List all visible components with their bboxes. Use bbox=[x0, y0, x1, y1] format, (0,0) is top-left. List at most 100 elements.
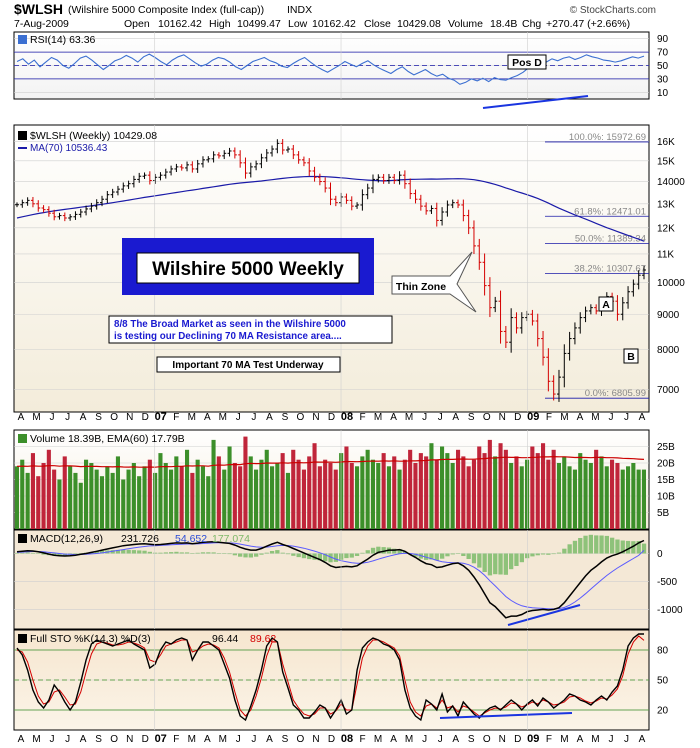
time-axis-label: A bbox=[577, 412, 584, 423]
time-axis-label: A bbox=[390, 734, 397, 745]
volume-bar bbox=[169, 469, 174, 529]
time-axis-label: S bbox=[468, 734, 475, 745]
time-axis-label: M bbox=[32, 734, 40, 745]
macd-histogram-bar bbox=[184, 552, 190, 554]
volume-bar bbox=[99, 476, 104, 529]
volume-bar bbox=[254, 469, 259, 529]
time-axis-label: M bbox=[405, 734, 413, 745]
price-bar bbox=[190, 161, 195, 173]
macd-legend: MACD(12,26,9) 231.726 54.652 177.074 bbox=[18, 533, 250, 545]
macd-layer: -1000 -500 0 bbox=[14, 534, 683, 626]
volume-bar bbox=[200, 466, 205, 529]
price-ytick-9000: 9000 bbox=[657, 310, 680, 321]
price-bar bbox=[365, 183, 370, 200]
price-bar bbox=[328, 182, 333, 206]
time-axis-label: J bbox=[438, 412, 443, 423]
volume-bar bbox=[562, 456, 567, 529]
volume-bar bbox=[376, 463, 381, 529]
time-axis-label: M bbox=[560, 734, 568, 745]
price-ytick-14000: 14000 bbox=[657, 177, 685, 188]
time-axis-label: M bbox=[219, 734, 227, 745]
price-bar bbox=[169, 165, 174, 176]
volume-bar bbox=[301, 469, 306, 529]
price-bar bbox=[578, 312, 583, 334]
macd-histogram-bar bbox=[307, 553, 312, 560]
volume-bar bbox=[503, 449, 508, 529]
macd-histogram-bar bbox=[206, 552, 211, 554]
volume-bar bbox=[556, 463, 561, 529]
volume-legend-swatch bbox=[18, 434, 27, 443]
macd-ytick-0: 0 bbox=[657, 549, 663, 560]
time-axis-label: O bbox=[110, 412, 118, 423]
chg-label: Chg bbox=[522, 18, 541, 30]
volume-bar bbox=[498, 443, 503, 529]
time-axis-label: M bbox=[591, 734, 599, 745]
price-bar bbox=[211, 151, 216, 163]
time-axis-label: D bbox=[142, 734, 149, 745]
time-axis-layer: A M J J A S O N D 07 F M A M J J A S O N D 08 F M A M J J A S O N D 09 F M A… bbox=[18, 32, 646, 745]
watermark: © StockCharts.com bbox=[570, 5, 656, 16]
time-axis-label: N bbox=[499, 412, 506, 423]
macd-signal-value: 54.652 bbox=[175, 533, 207, 545]
volume-bar bbox=[232, 463, 237, 529]
time-axis-label: J bbox=[65, 734, 70, 745]
macd-histogram-bar bbox=[434, 553, 439, 561]
fib-label-4: 0.0%: 6805.99 bbox=[585, 388, 646, 399]
open-label: Open bbox=[124, 18, 150, 30]
label-b-box bbox=[623, 348, 639, 364]
price-bar bbox=[142, 172, 147, 179]
macd-histogram-bar bbox=[227, 553, 232, 555]
macd-histogram-bar bbox=[360, 552, 365, 554]
volume-bar bbox=[333, 469, 338, 529]
volume-bar bbox=[604, 466, 609, 529]
volume-bar bbox=[631, 463, 636, 529]
title-box-text: Wilshire 5000 Weekly bbox=[152, 259, 344, 280]
macd-histogram-bar bbox=[317, 553, 322, 561]
price-bar bbox=[57, 212, 62, 220]
macd-histogram-bar bbox=[14, 552, 20, 554]
label-a-box bbox=[598, 296, 614, 312]
price-legend: $WLSH (Weekly) 10429.08 MA(70) 10536.43 bbox=[18, 130, 157, 154]
macd-histogram-bar bbox=[142, 550, 147, 554]
volume-bar bbox=[264, 449, 269, 529]
macd-histogram-bar bbox=[20, 552, 25, 554]
time-axis-label: A bbox=[639, 734, 646, 745]
time-axis-label: D bbox=[514, 734, 521, 745]
price-bar bbox=[519, 312, 524, 334]
fib-label-0: 100.0%: 15972.69 bbox=[569, 132, 646, 143]
macd-histogram-bar bbox=[519, 553, 524, 563]
price-bar bbox=[216, 152, 221, 159]
macd-histogram-bar bbox=[36, 553, 41, 554]
volume-bar bbox=[179, 466, 184, 529]
price-bar bbox=[121, 182, 126, 193]
volume-bar bbox=[211, 439, 216, 529]
volume-ytick-10: 10B bbox=[657, 492, 675, 503]
price-bar bbox=[546, 348, 551, 392]
price-bar bbox=[301, 156, 306, 167]
price-ytick-11000: 11K bbox=[657, 249, 674, 260]
exchange-label: INDX bbox=[287, 4, 312, 16]
volume-bar bbox=[578, 453, 583, 529]
macd-histogram-bar bbox=[25, 552, 30, 554]
price-bar bbox=[471, 220, 476, 254]
price-bar bbox=[535, 313, 540, 347]
time-axis-label: J bbox=[236, 734, 241, 745]
macd-histogram-bar bbox=[169, 552, 174, 554]
macd-histogram-bar bbox=[509, 553, 514, 570]
time-axis-label: N bbox=[312, 412, 319, 423]
time-axis-label: S bbox=[282, 734, 289, 745]
macd-histogram-bar bbox=[620, 540, 625, 554]
time-axis-label: D bbox=[514, 412, 521, 423]
volume-bar bbox=[424, 456, 429, 529]
price-bar bbox=[163, 168, 168, 179]
volume-bar bbox=[57, 479, 62, 529]
price-bar bbox=[530, 309, 535, 326]
time-axis-label: O bbox=[483, 412, 491, 423]
macd-histogram-bar bbox=[450, 553, 455, 555]
macd-panel bbox=[13, 529, 650, 630]
macd-histogram-bar bbox=[625, 540, 631, 554]
price-bar bbox=[392, 173, 397, 184]
price-bar bbox=[94, 199, 99, 210]
macd-histogram-bar bbox=[94, 551, 99, 554]
time-axis-label: M bbox=[591, 412, 599, 423]
